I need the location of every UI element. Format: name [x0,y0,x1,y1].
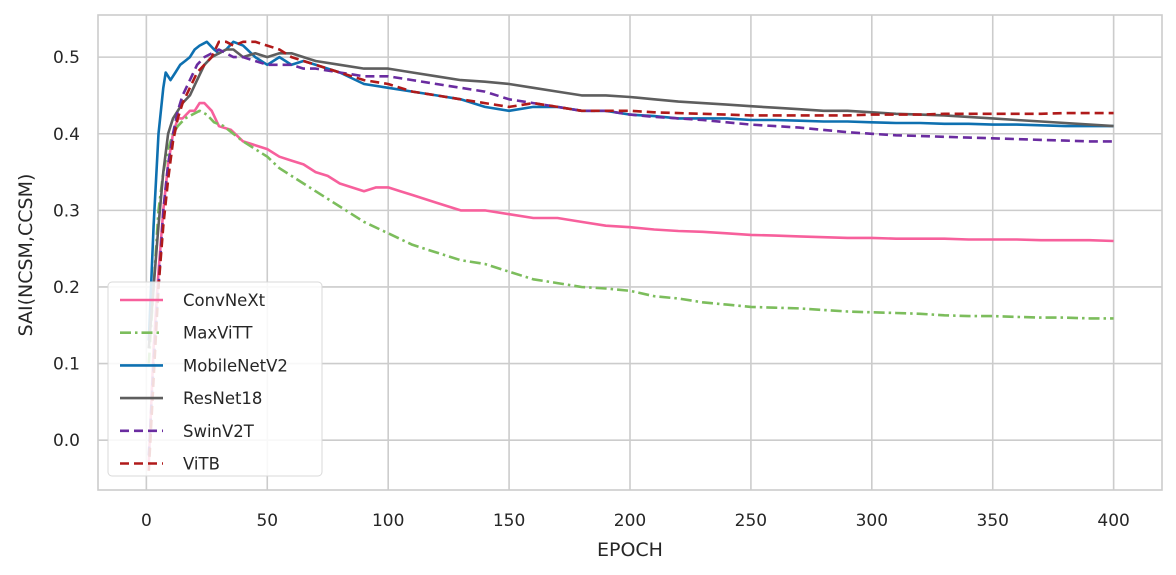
x-tick-label: 150 [493,511,525,531]
y-axis-label: SAI(NCSM,CCSM) [15,174,37,337]
x-tick-label: 250 [735,511,767,531]
y-tick-label: 0.0 [53,431,80,451]
legend-label: MobileNetV2 [183,356,288,375]
x-tick-label: 300 [856,511,888,531]
legend-box [107,281,323,477]
x-tick-label: 0 [141,511,152,531]
y-tick-label: 0.4 [53,125,80,145]
y-tick-label: 0.2 [53,278,80,298]
legend-label: ConvNeXt [183,291,266,310]
legend-label: SwinV2T [183,422,255,441]
series-line-maxvitt [147,109,1114,364]
y-tick-label: 0.3 [53,201,80,221]
series-line-mobilenetv2 [147,40,1114,341]
legend-label: ResNet18 [183,389,262,408]
grid [98,15,1162,490]
x-tick-label: 400 [1097,511,1129,531]
x-tick-label: 100 [372,511,404,531]
y-tick-label: 0.1 [53,355,80,375]
series-line-swinv2t [147,48,1114,456]
series-layer [147,40,1114,471]
legend-label: MaxViTT [183,324,253,343]
series-line-vitb [147,40,1114,471]
x-tick-label: 350 [977,511,1009,531]
legend: ConvNeXt MaxViTT MobileNetV2 ResNet18 SwinV2… [107,281,323,477]
x-tick-label: 200 [614,511,646,531]
series-line-convnext [147,101,1114,464]
legend-label: ViTB [183,455,220,474]
x-axis-label: EPOCH [597,539,663,561]
tick-labels: 0 50 100 150 200 250 300 350 400 0.0 0.1 0.2 0.3 0.4 0… [53,48,1130,531]
x-tick-label: 50 [256,511,278,531]
plot-frame [97,14,1163,491]
series-line-resnet18 [147,48,1114,349]
y-tick-label: 0.5 [53,48,80,68]
